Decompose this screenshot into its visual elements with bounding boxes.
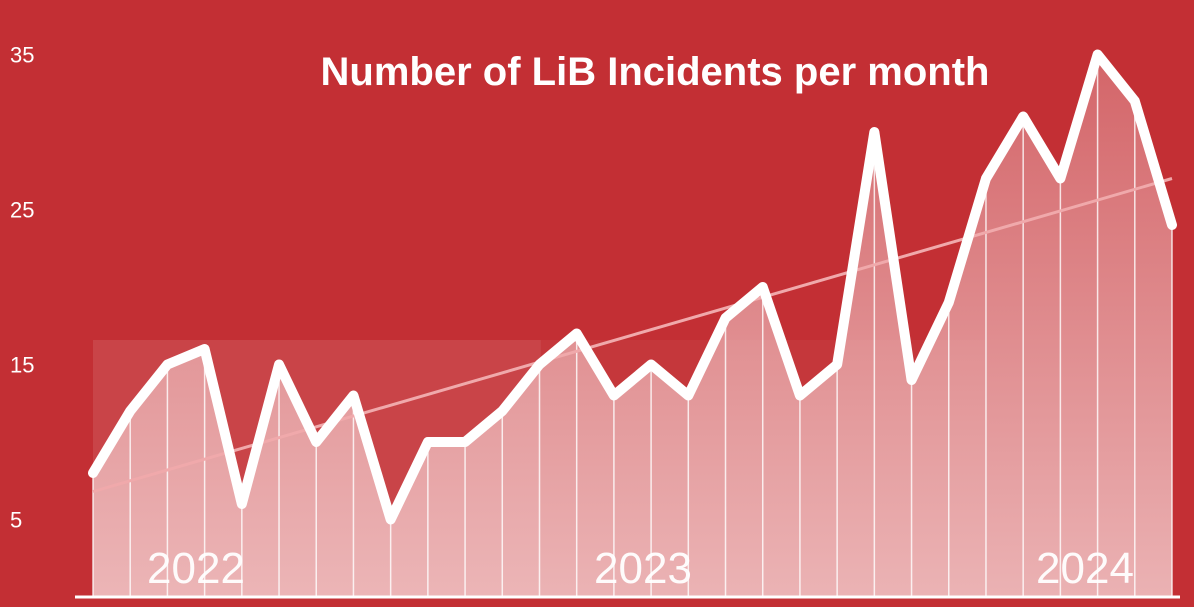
data-point	[572, 329, 581, 338]
data-point	[907, 376, 916, 384]
data-point	[870, 128, 879, 136]
y-tick-label: 15	[10, 353, 34, 378]
data-point	[275, 360, 284, 369]
drop-lines	[92, 54, 1173, 597]
y-tick-label: 5	[10, 508, 22, 533]
data-point	[1056, 174, 1065, 183]
chart-title: Number of LiB Incidents per month	[321, 50, 990, 94]
area-under-line	[93, 54, 1172, 597]
data-point	[423, 438, 432, 446]
data-point	[386, 515, 395, 524]
data-point	[647, 360, 656, 369]
year-label-2023: 2023	[594, 544, 692, 593]
trend-line	[92, 177, 1173, 494]
year-labels: 2022 2023 2024	[147, 544, 1134, 593]
year-label-2024: 2024	[1036, 544, 1134, 593]
data-point	[237, 500, 246, 508]
data-point	[89, 469, 97, 477]
y-axis: 5 15 25 35	[10, 43, 1180, 599]
data-point	[312, 438, 321, 446]
area-fill	[93, 54, 1172, 597]
data-point	[1168, 221, 1176, 229]
year-label-2022: 2022	[147, 544, 245, 593]
data-point	[833, 360, 842, 369]
data-point	[349, 391, 358, 400]
data-point	[498, 407, 507, 415]
data-point	[535, 360, 544, 369]
data-point	[758, 283, 767, 291]
data-point	[163, 360, 172, 369]
data-point	[981, 174, 990, 183]
series-line-layer	[88, 49, 1177, 525]
data-point	[721, 314, 730, 322]
data-point	[1130, 97, 1139, 105]
data-point	[461, 438, 470, 446]
data-point	[795, 391, 804, 400]
data-point	[609, 391, 618, 400]
series-line	[88, 49, 1177, 525]
trend-line-layer	[92, 177, 1173, 494]
data-point	[684, 391, 693, 400]
data-point	[1019, 112, 1028, 121]
y-tick-label: 25	[10, 198, 34, 223]
data-point	[200, 345, 209, 353]
y-tick-label: 35	[10, 43, 34, 68]
data-point	[1093, 50, 1102, 59]
data-point	[944, 298, 953, 307]
data-point	[126, 407, 135, 415]
